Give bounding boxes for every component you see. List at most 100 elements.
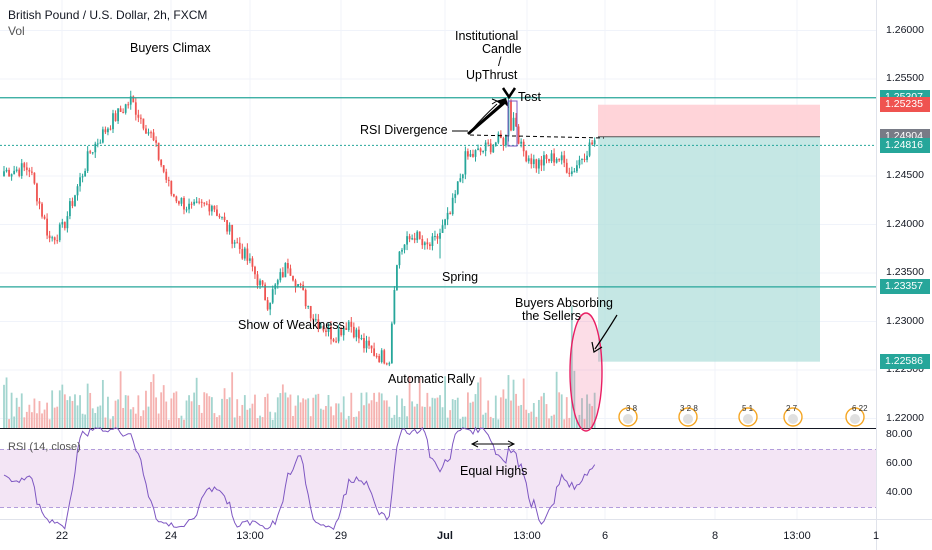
volume-bar bbox=[502, 389, 505, 428]
candle-body bbox=[444, 219, 446, 226]
volume-bar bbox=[474, 394, 477, 428]
volume-bar bbox=[20, 393, 23, 428]
candle-body bbox=[543, 155, 545, 166]
volume-bar bbox=[319, 408, 322, 428]
candle-body bbox=[474, 150, 477, 157]
candle-body bbox=[451, 197, 454, 215]
candle-body bbox=[66, 216, 69, 229]
candle-body bbox=[112, 113, 114, 130]
rsi-line bbox=[3, 426, 596, 531]
candle-body bbox=[142, 118, 145, 129]
volume-bar bbox=[454, 399, 457, 428]
volume-bar bbox=[8, 419, 10, 428]
candle-body bbox=[340, 329, 343, 336]
volume-bar bbox=[426, 392, 429, 428]
volume-bar bbox=[160, 392, 163, 428]
candle-body bbox=[576, 165, 578, 172]
volume-bar bbox=[145, 390, 147, 428]
volume-bar bbox=[89, 392, 92, 428]
volume-bar bbox=[287, 397, 289, 428]
volume-bar bbox=[570, 306, 573, 428]
time-axis-label: 24 bbox=[164, 530, 178, 542]
volume-bar bbox=[292, 415, 294, 428]
volume-bar bbox=[456, 397, 459, 428]
volume-bar bbox=[330, 406, 332, 428]
candle-body bbox=[8, 169, 10, 177]
candle-body bbox=[71, 201, 74, 206]
candle-body bbox=[436, 235, 439, 239]
candle-body bbox=[13, 170, 16, 175]
candle-body bbox=[380, 350, 383, 363]
candle-body bbox=[86, 151, 89, 171]
price-tick-label: 1.25500 bbox=[886, 72, 924, 84]
volume-bar bbox=[388, 406, 391, 428]
volume-bar bbox=[525, 409, 528, 428]
volume-bar bbox=[396, 395, 398, 428]
volume-bar bbox=[94, 413, 97, 428]
volume-bar bbox=[155, 397, 157, 428]
candle-body bbox=[238, 242, 241, 250]
volume-bar bbox=[332, 415, 335, 428]
volume-bar bbox=[423, 406, 426, 428]
volume-bar bbox=[117, 399, 119, 428]
candle-body bbox=[553, 153, 555, 163]
candle-body bbox=[58, 224, 61, 241]
volume-bar bbox=[535, 416, 538, 428]
volume-bar bbox=[444, 376, 446, 428]
candle-body bbox=[170, 180, 173, 195]
candle-body bbox=[43, 216, 46, 219]
volume-bar bbox=[195, 377, 198, 428]
volume-bar bbox=[289, 394, 292, 428]
event-flag bbox=[623, 414, 633, 424]
candle-body bbox=[119, 108, 122, 112]
volume-bar bbox=[5, 377, 8, 428]
volume-bar bbox=[368, 403, 370, 428]
candle-body bbox=[114, 113, 117, 122]
candle-body bbox=[213, 205, 216, 210]
candle-body bbox=[297, 284, 299, 287]
candle-body bbox=[383, 350, 386, 364]
volume-bar bbox=[327, 394, 330, 428]
rsi-divergence-arrow bbox=[469, 103, 498, 133]
axes bbox=[618, 407, 865, 427]
candle-body bbox=[548, 158, 550, 162]
event-label: 6 22 bbox=[852, 404, 868, 413]
volume-bar bbox=[416, 403, 419, 428]
candle-body bbox=[205, 203, 208, 205]
annotation-equal-highs: Equal Highs bbox=[460, 464, 528, 478]
volume-bar bbox=[190, 401, 193, 428]
equal-highs-arrows bbox=[470, 440, 516, 448]
volume-bar bbox=[342, 396, 345, 428]
candle-body bbox=[312, 318, 315, 321]
volume-bar bbox=[560, 394, 563, 428]
candle-body bbox=[385, 363, 388, 365]
price-tick-label: 1.23000 bbox=[886, 314, 924, 327]
candle-body bbox=[358, 329, 360, 339]
candle-body bbox=[588, 142, 591, 156]
volume-bar bbox=[505, 398, 507, 428]
candle-body bbox=[15, 169, 18, 171]
annotation-slash: / bbox=[498, 55, 502, 69]
candle-body bbox=[96, 143, 99, 145]
candle-body bbox=[20, 163, 23, 176]
volume-bar bbox=[532, 403, 535, 428]
volume-bar bbox=[441, 407, 444, 428]
symbol-title: British Pound / U.S. Dollar, 2h, FXCM bbox=[8, 8, 208, 22]
absorption-ellipse bbox=[569, 312, 603, 432]
upthrust-box bbox=[507, 100, 518, 147]
candle-body bbox=[413, 238, 416, 241]
volume-bar bbox=[576, 419, 578, 428]
candle-body bbox=[185, 209, 188, 211]
candle-body bbox=[261, 280, 264, 285]
arrow-black bbox=[467, 98, 509, 135]
candle-body bbox=[540, 159, 543, 166]
volume-bar bbox=[553, 414, 555, 428]
candle-body bbox=[129, 96, 132, 105]
volume-bar bbox=[261, 417, 264, 428]
volume-bar bbox=[218, 415, 221, 428]
candle-body bbox=[403, 244, 406, 250]
time-axis-label: 29 bbox=[334, 530, 348, 542]
volume-bar bbox=[477, 382, 479, 428]
volume-bar bbox=[13, 416, 16, 428]
